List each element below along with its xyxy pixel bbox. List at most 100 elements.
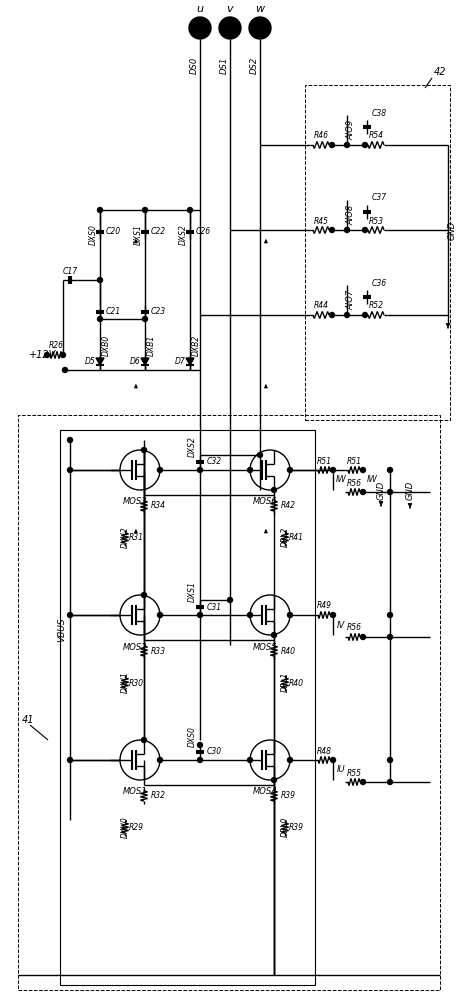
Text: R34: R34 <box>150 502 165 510</box>
Text: MOS3: MOS3 <box>122 497 147 506</box>
Text: DXH1: DXH1 <box>121 671 129 693</box>
Text: VBUS: VBUS <box>58 618 67 642</box>
Circle shape <box>329 228 335 232</box>
Text: R39: R39 <box>281 792 296 800</box>
Text: DXS0: DXS0 <box>187 727 197 747</box>
Circle shape <box>142 592 147 597</box>
Text: 41: 41 <box>22 715 34 725</box>
Circle shape <box>362 142 367 147</box>
Text: C31: C31 <box>207 602 222 611</box>
Circle shape <box>143 316 148 322</box>
Circle shape <box>361 635 366 640</box>
Text: DXB1: DXB1 <box>147 334 155 356</box>
Circle shape <box>362 228 367 232</box>
Circle shape <box>361 780 366 784</box>
Text: R30: R30 <box>128 678 143 688</box>
Text: +12V: +12V <box>29 350 56 360</box>
Text: R32: R32 <box>150 792 165 800</box>
Circle shape <box>60 353 65 358</box>
Text: AIO8: AIO8 <box>346 205 356 225</box>
Circle shape <box>142 448 147 452</box>
Circle shape <box>120 450 160 490</box>
Bar <box>60 430 315 985</box>
Text: C23: C23 <box>150 308 165 316</box>
Circle shape <box>287 468 292 473</box>
Circle shape <box>249 17 271 39</box>
Circle shape <box>345 228 350 232</box>
Text: v: v <box>227 4 234 14</box>
Text: C38: C38 <box>372 108 387 117</box>
Circle shape <box>250 595 290 635</box>
Text: DXS2: DXS2 <box>187 437 197 457</box>
Text: R44: R44 <box>314 302 329 310</box>
Text: R54: R54 <box>368 131 383 140</box>
Circle shape <box>388 635 393 640</box>
Circle shape <box>142 738 147 742</box>
Circle shape <box>345 312 350 318</box>
Circle shape <box>68 468 73 473</box>
Circle shape <box>97 316 102 322</box>
Circle shape <box>158 468 163 473</box>
Circle shape <box>287 758 292 762</box>
Text: IW: IW <box>367 476 377 485</box>
Text: R40: R40 <box>288 678 303 688</box>
Text: GND: GND <box>405 480 414 500</box>
Text: DXS1: DXS1 <box>133 225 143 245</box>
Text: AIO7: AIO7 <box>346 290 356 310</box>
Circle shape <box>248 612 253 617</box>
Circle shape <box>248 468 253 473</box>
Circle shape <box>287 612 292 617</box>
Text: R51: R51 <box>317 456 331 466</box>
Circle shape <box>197 758 202 762</box>
Circle shape <box>68 438 73 442</box>
Text: R40: R40 <box>281 647 296 656</box>
Text: MOS2: MOS2 <box>122 643 147 652</box>
Text: MOS1: MOS1 <box>122 788 147 796</box>
Text: IW: IW <box>335 476 346 485</box>
Text: DXB0: DXB0 <box>101 334 111 356</box>
Text: DS2: DS2 <box>250 56 259 74</box>
Circle shape <box>271 633 276 638</box>
Text: R51: R51 <box>346 456 361 466</box>
Text: DS0: DS0 <box>190 56 198 74</box>
Text: R39: R39 <box>288 824 303 832</box>
Circle shape <box>329 312 335 318</box>
Text: AIO9: AIO9 <box>346 120 356 140</box>
Circle shape <box>197 468 202 473</box>
Text: MOS5: MOS5 <box>253 643 277 652</box>
Text: R49: R49 <box>317 601 331 610</box>
Text: MOS6: MOS6 <box>253 497 277 506</box>
Text: R56: R56 <box>346 624 361 633</box>
Text: DRL1: DRL1 <box>281 672 289 692</box>
Circle shape <box>158 612 163 617</box>
Text: R33: R33 <box>150 647 165 656</box>
Circle shape <box>228 597 233 602</box>
Circle shape <box>329 142 335 147</box>
Text: D5: D5 <box>85 358 96 366</box>
Text: C32: C32 <box>207 458 222 466</box>
Circle shape <box>97 277 102 282</box>
Text: DRL0: DRL0 <box>281 817 289 837</box>
Circle shape <box>68 612 73 617</box>
Text: R42: R42 <box>281 502 296 510</box>
Circle shape <box>219 17 241 39</box>
Text: GND: GND <box>447 220 457 240</box>
Text: R45: R45 <box>314 217 329 226</box>
Text: DXH0: DXH0 <box>121 816 129 838</box>
Circle shape <box>330 468 335 473</box>
Text: R29: R29 <box>128 824 143 832</box>
Text: D7: D7 <box>175 358 186 366</box>
Text: C26: C26 <box>196 228 211 236</box>
Polygon shape <box>186 358 194 365</box>
Text: GND: GND <box>377 480 386 500</box>
Text: C30: C30 <box>207 748 222 756</box>
Circle shape <box>271 778 276 782</box>
Bar <box>305 85 450 420</box>
Circle shape <box>197 742 202 748</box>
Circle shape <box>388 612 393 617</box>
Text: MOS4: MOS4 <box>253 788 277 796</box>
Circle shape <box>388 489 393 494</box>
Circle shape <box>250 450 290 490</box>
Circle shape <box>158 758 163 762</box>
Circle shape <box>271 488 276 492</box>
